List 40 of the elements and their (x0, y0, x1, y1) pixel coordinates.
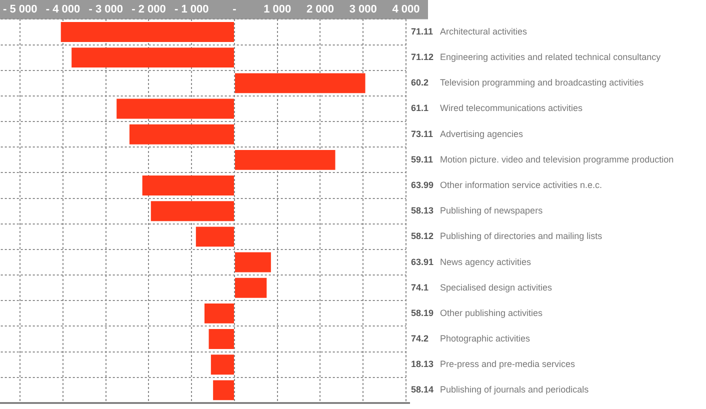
category-label: 60.2 Television programming and broadcasting activities (411, 78, 644, 88)
y-tick-label: 73.11 Advertising agencies (411, 128, 524, 139)
bar (150, 201, 234, 222)
y-tick-label: 63.99 Other information service activities n.e.c. (411, 180, 602, 190)
x-tick-label: 1 000 (264, 4, 292, 16)
x-tick-label: 3 000 (349, 4, 377, 16)
x-tick-label: - 4 000 (46, 4, 80, 16)
bar (116, 98, 234, 119)
bar (204, 303, 234, 324)
bar (72, 48, 234, 68)
bar (60, 22, 234, 42)
y-tick-label: 58.14 Publishing of journals and periodicals (411, 384, 590, 395)
bar (235, 252, 271, 272)
category-label: 74.2 Photographic activities (411, 334, 530, 344)
x-tick-label: - 2 000 (132, 4, 166, 16)
bar (142, 176, 234, 196)
y-tick-label: 71.12 Engineering activities and related technical consultancy (411, 52, 662, 62)
bar (210, 354, 234, 375)
y-tick-label: 58.19 Other publishing activities (411, 308, 544, 318)
y-tick-label: 18.13 Pre-press and pre-media services (411, 359, 576, 370)
x-tick-label: 4 000 (392, 4, 420, 16)
bar (213, 380, 234, 400)
bar (235, 278, 267, 298)
bar (129, 124, 234, 144)
x-tick-label: 2 000 (306, 4, 334, 16)
y-tick-label: 59.11 Motion picture. video and television programme production (411, 154, 674, 164)
bar (196, 226, 234, 247)
bar (235, 73, 366, 94)
bar (208, 329, 234, 350)
y-tick-label: 58.13 Publishing of newspapers (411, 206, 544, 216)
y-tick-label: 58.12 Publishing of directories and mailing lists (411, 231, 603, 242)
x-tick-label: - 3 000 (88, 4, 123, 16)
category-label: 74.1 Specialised design activities (411, 282, 552, 292)
category-label: 61.1 Wired telecommunications activities (411, 103, 583, 114)
y-tick-label: 63.91 News agency activities (411, 256, 532, 267)
x-tick-label: - 5 000 (3, 4, 38, 16)
x-tick-label: - (232, 4, 237, 16)
x-tick-label: - 1 000 (174, 4, 209, 16)
bar (235, 150, 336, 170)
y-tick-label: 71.11 Architectural activities (411, 26, 528, 36)
